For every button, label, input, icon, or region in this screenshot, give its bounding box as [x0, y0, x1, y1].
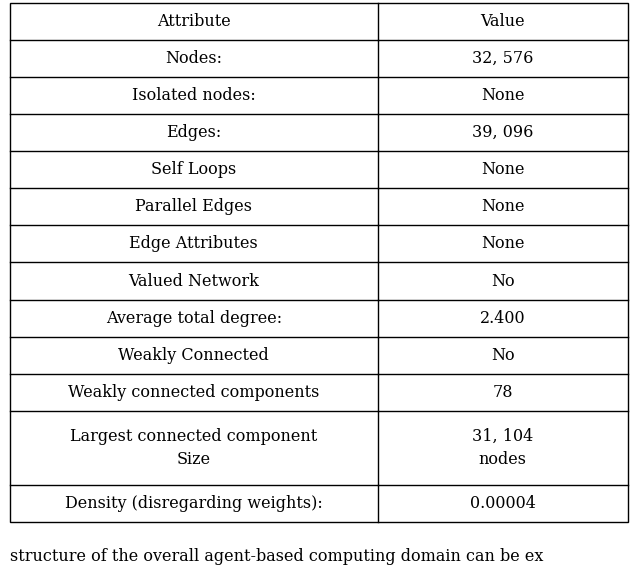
Text: structure of the overall agent-based computing domain can be ex: structure of the overall agent-based com…	[10, 548, 543, 565]
Text: Parallel Edges: Parallel Edges	[135, 199, 252, 215]
Text: None: None	[481, 199, 525, 215]
Text: None: None	[481, 162, 525, 178]
Text: Largest connected component
Size: Largest connected component Size	[70, 428, 317, 468]
Text: Edge Attributes: Edge Attributes	[129, 236, 258, 252]
Text: No: No	[491, 273, 515, 290]
Text: Average total degree:: Average total degree:	[106, 310, 282, 327]
Text: Weakly connected components: Weakly connected components	[68, 384, 319, 401]
Text: Self Loops: Self Loops	[151, 162, 237, 178]
Text: Isolated nodes:: Isolated nodes:	[132, 87, 256, 104]
Text: 31, 104
nodes: 31, 104 nodes	[472, 428, 534, 468]
Text: 0.00004: 0.00004	[470, 495, 536, 512]
Text: None: None	[481, 87, 525, 104]
Text: 78: 78	[493, 384, 513, 401]
Text: Nodes:: Nodes:	[165, 50, 222, 67]
Text: 32, 576: 32, 576	[472, 50, 534, 67]
Text: Edges:: Edges:	[166, 124, 221, 141]
Text: Value: Value	[481, 13, 525, 30]
Text: No: No	[491, 347, 515, 364]
Bar	[10, 3, 628, 522]
Text: None: None	[481, 236, 525, 252]
Text: Attribute: Attribute	[157, 13, 231, 30]
Text: 39, 096: 39, 096	[472, 124, 534, 141]
Text: Valued Network: Valued Network	[129, 273, 259, 290]
Text: Density (disregarding weights):: Density (disregarding weights):	[65, 495, 323, 512]
Text: Weakly Connected: Weakly Connected	[118, 347, 269, 364]
Text: 2.400: 2.400	[480, 310, 525, 327]
